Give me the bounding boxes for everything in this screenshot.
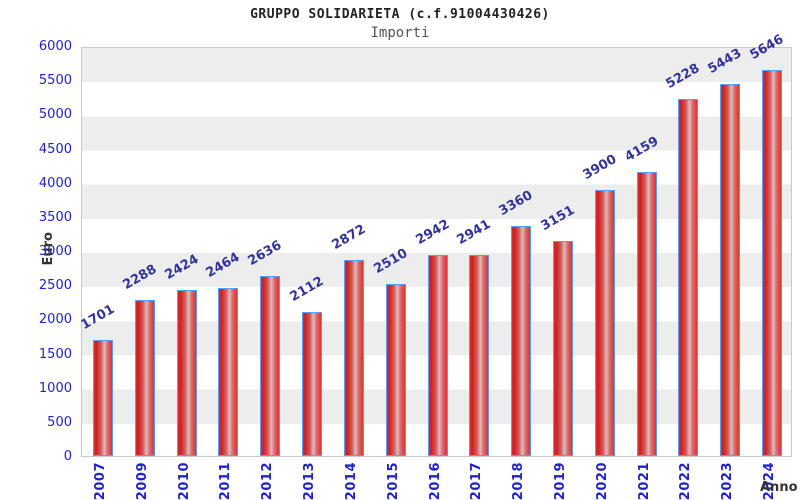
y-tick-label: 6000 <box>38 39 72 54</box>
bar-2009 <box>134 299 155 456</box>
x-tick-label: 2015 <box>385 462 401 500</box>
x-tick-label: 2013 <box>302 462 318 500</box>
x-tick-label: 2009 <box>134 462 150 500</box>
bar-2021 <box>636 171 657 456</box>
bar-2023 <box>720 84 741 456</box>
y-tick-label: 500 <box>47 414 72 430</box>
bar-2022 <box>678 98 699 456</box>
bar-2019 <box>552 240 573 456</box>
y-tick-label: 5000 <box>38 107 72 123</box>
bar-2016 <box>427 254 448 456</box>
bar-2018 <box>511 226 532 456</box>
x-tick-label: 2012 <box>260 462 276 500</box>
y-tick-label: 1500 <box>38 346 72 362</box>
x-tick-label: 2021 <box>636 462 652 500</box>
y-tick-label: 5500 <box>38 73 72 89</box>
y-axis-title: Euro <box>41 232 56 266</box>
y-tick-label: 1000 <box>38 380 72 396</box>
y-tick-label: 0 <box>63 449 72 464</box>
x-tick-label: 2020 <box>594 462 610 500</box>
bar-2012 <box>260 275 281 456</box>
x-axis-title: Anno <box>760 480 798 495</box>
bar-2024 <box>762 70 783 456</box>
x-tick-label: 2022 <box>678 462 694 500</box>
bar-2015 <box>385 284 406 456</box>
x-tick-label: 2010 <box>176 462 192 500</box>
bar-2020 <box>594 189 615 456</box>
chart-title: GRUPPO SOLIDARIETA (c.f.91004430426) <box>250 7 550 22</box>
x-tick-label: 2016 <box>427 462 443 500</box>
x-tick-label: 2018 <box>511 462 527 500</box>
bar-2007 <box>92 339 113 456</box>
y-tick-label: 2000 <box>38 312 72 328</box>
y-tick-label: 3000 <box>38 244 72 259</box>
x-tick-label: 2014 <box>343 462 359 500</box>
bar-2010 <box>176 290 197 456</box>
y-tick-label: 3500 <box>38 209 72 225</box>
bar-2014 <box>343 259 364 456</box>
bar-2017 <box>469 255 490 456</box>
y-tick-label: 2500 <box>38 278 72 294</box>
x-tick-label: 2023 <box>720 462 736 500</box>
bar-2011 <box>218 287 239 456</box>
x-tick-label: 2011 <box>218 462 234 500</box>
x-tick-label: 2019 <box>552 462 568 500</box>
plot-area <box>81 47 792 457</box>
y-tick-label: 4000 <box>38 175 72 191</box>
x-tick-label: 2007 <box>92 462 108 500</box>
x-tick-label: 2017 <box>469 462 485 500</box>
bar-2013 <box>302 311 323 456</box>
chart-subtitle: Importi <box>370 25 430 41</box>
y-tick-label: 4500 <box>38 141 72 157</box>
